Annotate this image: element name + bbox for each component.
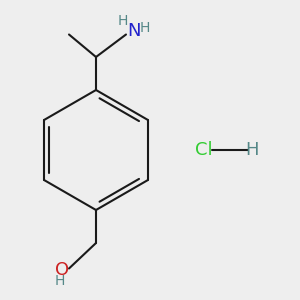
Text: H: H (118, 14, 128, 28)
Text: N: N (127, 22, 140, 40)
Text: O: O (55, 261, 70, 279)
Text: H: H (140, 22, 150, 35)
Text: Cl: Cl (195, 141, 213, 159)
Text: H: H (55, 274, 65, 288)
Text: H: H (245, 141, 259, 159)
